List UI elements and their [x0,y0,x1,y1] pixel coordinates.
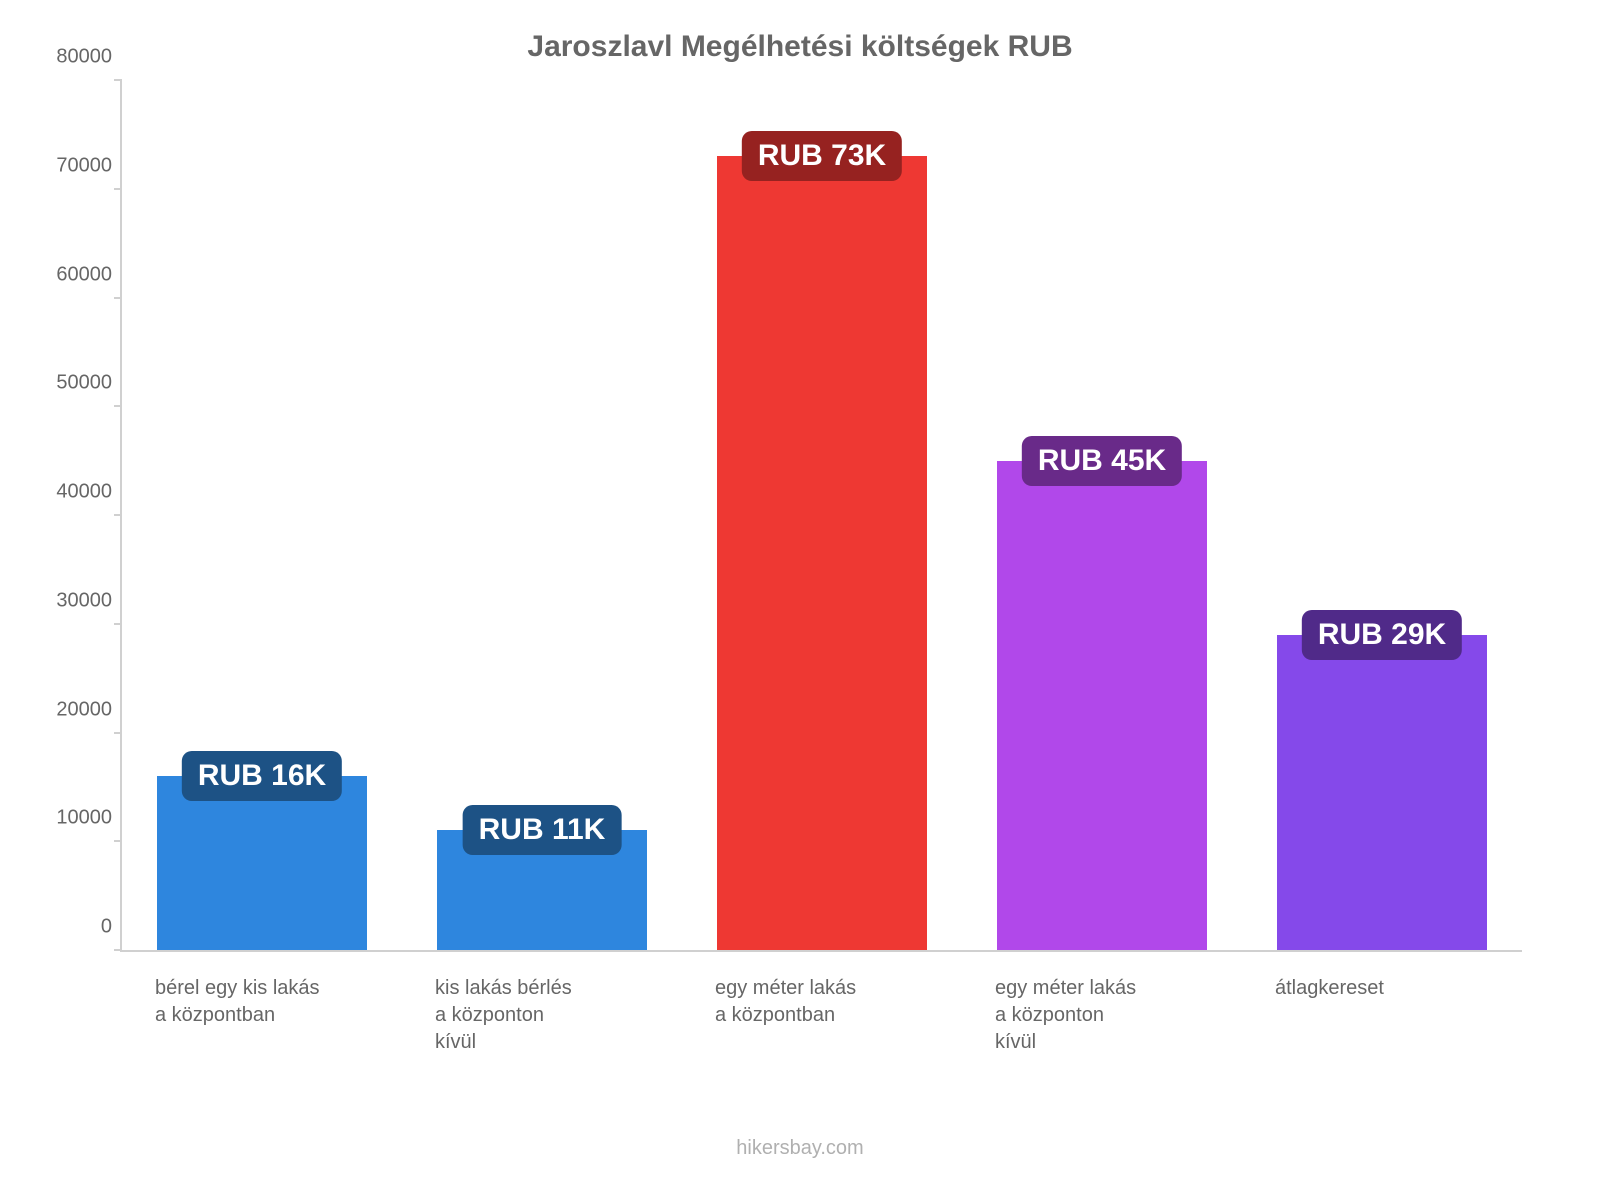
y-tick-label: 20000 [42,698,112,721]
value-badge: RUB 73K [742,131,902,181]
y-tick-mark [114,623,122,625]
x-tick-label-line: a központban [715,1002,925,1029]
y-tick-mark [114,949,122,951]
y-tick-label: 0 [42,916,112,939]
value-badge: RUB 11K [463,805,622,855]
x-tick-label: egy méter lakása központonkívül [995,975,1205,1056]
y-tick-mark [114,188,122,190]
bar [1277,635,1487,950]
y-tick-label: 60000 [42,263,112,286]
y-tick-mark [114,297,122,299]
x-tick-label-line: a központban [155,1002,365,1029]
x-tick-label-line: egy méter lakás [995,975,1205,1002]
bar [997,461,1207,950]
x-tick-label: egy méter lakása központban [715,975,925,1029]
x-tick-label: bérel egy kis lakása központban [155,975,365,1029]
y-tick-label: 70000 [42,154,112,177]
plot-area: 0100002000030000400005000060000700008000… [120,80,1522,952]
bar [717,156,927,950]
x-tick-label-line: kívül [435,1029,645,1056]
y-tick-mark [114,732,122,734]
bar [157,776,367,950]
x-tick-label-line: átlagkereset [1275,975,1485,1002]
x-tick-label-line: a központon [995,1002,1205,1029]
y-tick-label: 80000 [42,46,112,69]
x-tick-label-line: bérel egy kis lakás [155,975,365,1002]
value-badge: RUB 16K [182,751,342,801]
y-tick-mark [114,79,122,81]
chart-title: Jaroszlavl Megélhetési költségek RUB [0,30,1600,64]
y-tick-label: 50000 [42,372,112,395]
x-tick-label-line: a központon [435,1002,645,1029]
x-tick-label-line: kívül [995,1029,1205,1056]
y-tick-mark [114,514,122,516]
y-tick-label: 40000 [42,481,112,504]
value-badge: RUB 29K [1302,610,1462,660]
value-badge: RUB 45K [1022,436,1182,486]
x-tick-label-line: egy méter lakás [715,975,925,1002]
x-tick-label-line: kis lakás bérlés [435,975,645,1002]
y-tick-mark [114,840,122,842]
y-tick-label: 10000 [42,807,112,830]
chart-container: Jaroszlavl Megélhetési költségek RUB 010… [0,0,1600,1200]
y-tick-label: 30000 [42,589,112,612]
x-tick-label: kis lakás bérlésa központonkívül [435,975,645,1056]
y-tick-mark [114,405,122,407]
attribution-text: hikersbay.com [0,1137,1600,1160]
x-tick-label: átlagkereset [1275,975,1485,1002]
